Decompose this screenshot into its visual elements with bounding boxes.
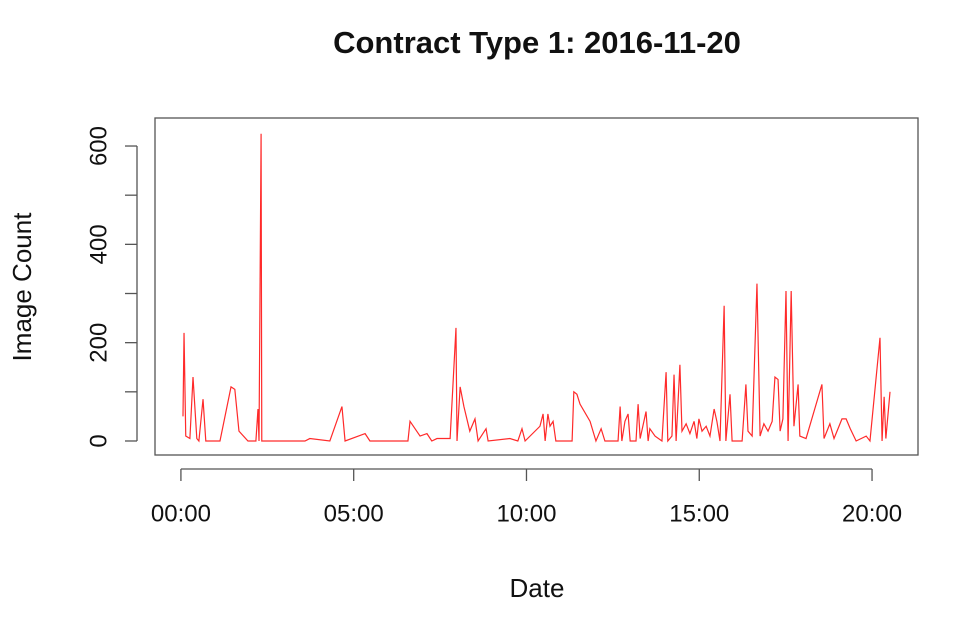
plot-frame [154,117,919,456]
y-axis-label: Image Count [7,212,37,362]
y-tick-label: 600 [85,126,112,166]
chart-title: Contract Type 1: 2016-11-20 [333,25,741,60]
y-tick-label: 400 [85,224,112,264]
y-tick-label: 0 [85,434,112,447]
x-axis-label: Date [510,573,565,603]
data-line [182,133,891,443]
x-tick-label: 20:00 [842,500,902,527]
x-tick-label: 15:00 [669,500,729,527]
y-tick-label: 200 [85,323,112,363]
x-tick-label: 00:00 [151,500,211,527]
x-tick-label: 10:00 [496,500,556,527]
x-tick-label: 05:00 [324,500,384,527]
